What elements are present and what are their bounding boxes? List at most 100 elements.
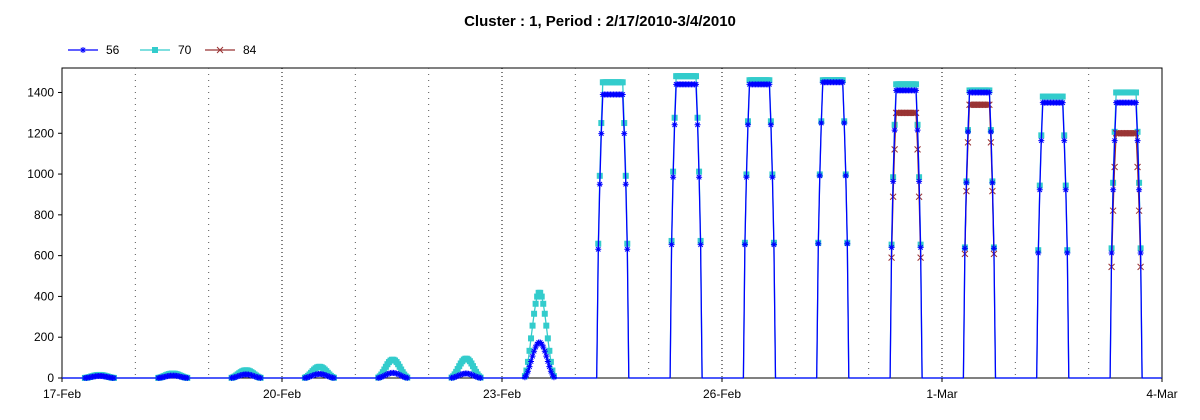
data-point (540, 300, 547, 307)
data-point (888, 244, 895, 251)
data-point (990, 245, 997, 252)
data-point (693, 81, 700, 88)
data-point (323, 372, 330, 379)
data-point (477, 374, 484, 381)
data-point (531, 310, 538, 317)
y-tick-label: 400 (34, 289, 54, 303)
data-point (1133, 89, 1140, 96)
data-point (233, 373, 240, 380)
data-point (989, 179, 996, 186)
series-84 (888, 101, 1144, 271)
data-point (309, 372, 316, 379)
data-point (668, 241, 675, 248)
data-point (891, 127, 898, 134)
data-point (914, 127, 921, 134)
data-point (917, 244, 924, 251)
x-tick-label: 4-Mar (1146, 387, 1177, 401)
data-point (912, 109, 920, 117)
data-point (308, 373, 315, 380)
data-point (324, 373, 331, 380)
data-point (697, 241, 704, 248)
legend-item-84: 84 (205, 43, 257, 57)
data-point (815, 240, 822, 247)
y-axis: 0 200 400 600 800 1000 1200 1400 (27, 85, 62, 385)
data-point (524, 368, 531, 375)
data-point (379, 373, 386, 380)
data-point (473, 373, 480, 380)
plot-area (61, 67, 1163, 379)
data-point (622, 181, 629, 188)
data-point (1129, 129, 1137, 137)
data-point (1059, 99, 1066, 106)
data-point (401, 374, 408, 381)
data-point (544, 358, 551, 365)
data-point (526, 363, 533, 370)
data-point (770, 241, 777, 248)
data-point (249, 372, 256, 379)
data-point (532, 344, 539, 351)
data-point (457, 371, 464, 378)
data-point (844, 240, 851, 247)
data-point (547, 368, 554, 375)
data-point (841, 120, 848, 127)
data-point (528, 335, 535, 342)
data-point (257, 374, 264, 381)
data-point (454, 372, 461, 379)
x-tick-label: 23-Feb (483, 387, 521, 401)
data-point (766, 81, 773, 88)
legend-label: 56 (106, 43, 120, 57)
data-point (598, 130, 605, 137)
data-point (469, 372, 476, 379)
data-point (453, 373, 460, 380)
y-tick-label: 200 (34, 330, 54, 344)
data-point (961, 245, 968, 252)
data-point (451, 374, 458, 381)
x-tick-label: 26-Feb (703, 387, 741, 401)
data-point (913, 87, 920, 94)
data-point (839, 79, 846, 86)
data-point (378, 374, 385, 381)
y-tick-label: 1200 (27, 126, 54, 140)
data-point (152, 47, 158, 53)
data-point (982, 101, 990, 109)
data-point (546, 363, 553, 370)
data-point (1062, 186, 1069, 193)
data-point (523, 371, 530, 378)
legend: 56 70 84 (68, 43, 257, 57)
data-point (1108, 249, 1115, 256)
data-point (1061, 137, 1068, 144)
data-point (399, 373, 406, 380)
data-point (321, 371, 328, 378)
data-point (80, 47, 86, 53)
y-tick-label: 1000 (27, 167, 54, 181)
data-point (964, 128, 971, 135)
data-point (621, 130, 628, 137)
data-point (326, 373, 333, 380)
data-point (1111, 163, 1118, 171)
data-point (538, 341, 545, 348)
data-point (381, 372, 388, 379)
data-point (1036, 186, 1043, 193)
data-point (540, 344, 547, 351)
data-point (529, 322, 536, 329)
data-point (619, 91, 626, 98)
data-point (671, 121, 678, 128)
data-point (541, 310, 548, 317)
y-tick-label: 600 (34, 249, 54, 263)
data-point (693, 73, 700, 80)
series-56 (62, 79, 1162, 381)
data-point (744, 121, 751, 128)
data-point (376, 374, 383, 381)
data-point (694, 121, 701, 128)
data-point (550, 374, 557, 381)
data-point (1134, 137, 1141, 144)
data-point (963, 179, 970, 186)
data-point (1064, 249, 1071, 256)
data-point (595, 246, 602, 253)
data-point (468, 371, 475, 378)
data-point (1136, 186, 1143, 193)
data-point (842, 172, 849, 179)
data-point (538, 293, 545, 300)
data-point (395, 371, 402, 378)
data-point (251, 373, 258, 380)
